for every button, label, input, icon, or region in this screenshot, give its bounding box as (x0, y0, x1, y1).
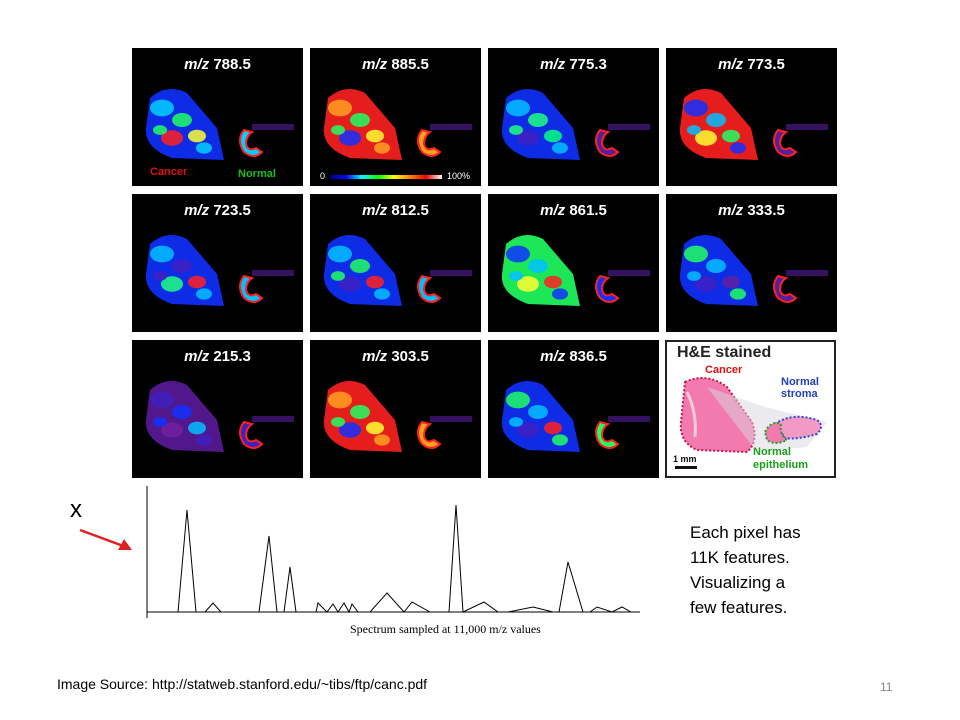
ms-panel-title: m/z 303.5 (310, 348, 481, 365)
colorbar-max-label: 100% (447, 171, 471, 181)
he-normal-stroma-label: Normal stroma (781, 376, 819, 400)
ms-intensity-map (323, 381, 472, 452)
ms-panel: m/z 215.3 (132, 340, 303, 478)
ms-panel-title: m/z 773.5 (666, 56, 837, 73)
ms-intensity-map (679, 89, 828, 160)
ms-panel-title: m/z 836.5 (488, 348, 659, 365)
mz-prefix: m/z (362, 202, 388, 219)
x-arrow-head (118, 539, 132, 550)
ms-panel: m/z 885.5 0 100% (310, 48, 481, 186)
mz-value: 812.5 (391, 202, 429, 219)
mz-value: 723.5 (213, 202, 251, 219)
ms-panel: m/z 333.5 (666, 194, 837, 332)
side-note-line: Each pixel has (690, 523, 801, 542)
ms-panel: m/z 861.5 (488, 194, 659, 332)
mz-prefix: m/z (184, 348, 210, 365)
normal-label: Normal (238, 168, 276, 180)
ms-panel-title: m/z 723.5 (132, 202, 303, 219)
spectrum-caption: Spectrum sampled at 11,000 m/z values (350, 622, 541, 636)
ms-panel-title: m/z 215.3 (132, 348, 303, 365)
mz-value: 836.5 (569, 348, 607, 365)
mz-value: 788.5 (213, 56, 251, 73)
ms-panel: m/z 836.5 (488, 340, 659, 478)
ms-panel: m/z 303.5 (310, 340, 481, 478)
mz-prefix: m/z (540, 348, 566, 365)
mz-value: 333.5 (747, 202, 785, 219)
ms-intensity-map (145, 235, 294, 306)
ms-panel: m/z 773.5 (666, 48, 837, 186)
side-note-line: Visualizing a (690, 573, 786, 592)
image-source: Image Source: http://statweb.stanford.ed… (57, 676, 428, 692)
ms-intensity-map (145, 381, 294, 452)
mz-prefix: m/z (362, 348, 388, 365)
mz-prefix: m/z (718, 56, 744, 73)
he-epi-line2: epithelium (753, 459, 809, 471)
colorbar (330, 175, 442, 179)
mass-spec-image-grid: m/z 788.5 Cancer Normal m/z 885.5 0 100% m/z 7… (132, 48, 838, 482)
ms-intensity-map (323, 89, 472, 160)
mz-prefix: m/z (184, 56, 210, 73)
he-epi-line1: Normal (753, 446, 791, 458)
ms-panel-title: m/z 861.5 (488, 202, 659, 219)
ms-panel: m/z 788.5 Cancer Normal (132, 48, 303, 186)
mz-value: 215.3 (213, 348, 251, 365)
ms-panel: m/z 723.5 (132, 194, 303, 332)
ms-intensity-map (501, 235, 650, 306)
side-note-line: few features. (690, 598, 788, 617)
ms-intensity-map (679, 235, 828, 306)
ms-intensity-map (501, 381, 650, 452)
ms-panel-title: m/z 812.5 (310, 202, 481, 219)
ms-intensity-map (501, 89, 650, 160)
side-note-line: 11K features. (690, 548, 790, 567)
page-number: 11 (880, 680, 893, 694)
he-stroma-line1: Normal (781, 376, 819, 388)
mz-value: 773.5 (747, 56, 785, 73)
he-scale-bar-label: 1 mm (673, 454, 697, 464)
x-arrow-shaft (79, 528, 127, 549)
mz-value: 861.5 (569, 202, 607, 219)
ms-intensity-map (145, 89, 294, 160)
mz-prefix: m/z (540, 56, 566, 73)
he-stroma-line2: stroma (781, 388, 818, 400)
he-tissue-image (675, 377, 827, 469)
ms-panel: m/z 775.3 (488, 48, 659, 186)
spectrum-line (147, 504, 640, 614)
he-cancer-label: Cancer (705, 364, 743, 376)
ms-panel-title: m/z 788.5 (132, 56, 303, 73)
ms-panel-title: m/z 885.5 (310, 56, 481, 73)
mz-value: 775.3 (569, 56, 607, 73)
mz-prefix: m/z (184, 202, 210, 219)
x-label: x (70, 496, 82, 523)
ms-panel-title: m/z 775.3 (488, 56, 659, 73)
mz-prefix: m/z (362, 56, 388, 73)
ms-panel-title: m/z 333.5 (666, 202, 837, 219)
ms-intensity-map (323, 235, 472, 306)
he-normal-epithelium-label: Normal epithelium (753, 446, 808, 472)
mz-prefix: m/z (540, 202, 566, 219)
colorbar-min-label: 0 (320, 171, 326, 181)
ms-panel: m/z 812.5 (310, 194, 481, 332)
mz-value: 885.5 (391, 56, 429, 73)
he-stained-panel: H&E stained Cancer Normal stroma Normal … (665, 340, 836, 478)
he-title: H&E stained (677, 344, 772, 361)
side-note: Each pixel has 11K features. Visualizing… (690, 520, 801, 620)
cancer-label: Cancer (150, 166, 188, 178)
mz-prefix: m/z (718, 202, 744, 219)
mz-value: 303.5 (391, 348, 429, 365)
